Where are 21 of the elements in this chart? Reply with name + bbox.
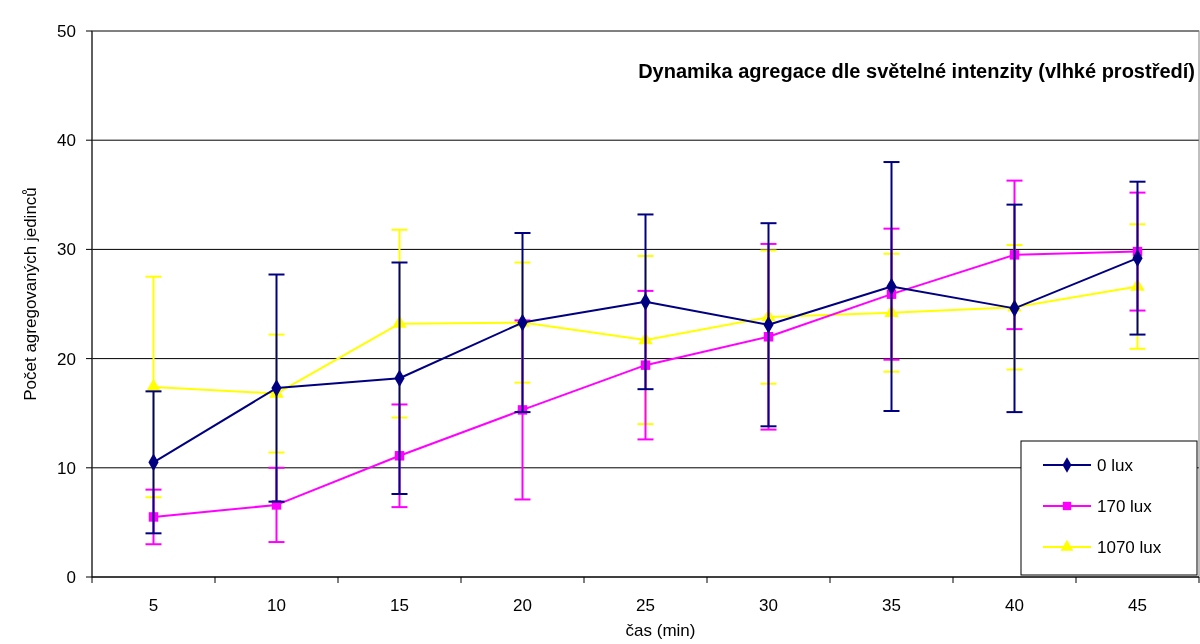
x-tick-label: 30 bbox=[759, 596, 778, 615]
x-axis-title: čas (min) bbox=[625, 621, 696, 640]
x-tick-label: 40 bbox=[1005, 596, 1024, 615]
y-tick-label: 50 bbox=[57, 22, 76, 41]
y-tick-label: 10 bbox=[57, 458, 76, 478]
legend-label: 170 lux bbox=[1097, 497, 1153, 516]
y-axis-title: Počet agregovaných jedinců bbox=[21, 187, 40, 401]
x-tick-label: 20 bbox=[513, 596, 532, 615]
x-tick-label: 5 bbox=[148, 596, 159, 615]
x-tick-label: 10 bbox=[267, 596, 286, 615]
x-tick-label: 35 bbox=[882, 596, 901, 615]
y-tick-label: 0 bbox=[66, 568, 76, 587]
y-tick-label: 40 bbox=[57, 131, 76, 151]
text: Dynamika agregace dle světelné intenzity (vlhké prostředí) bbox=[638, 60, 1195, 82]
y-tick-label: 30 bbox=[57, 240, 76, 260]
x-tick-label: 15 bbox=[390, 596, 409, 615]
legend-label: 1070 lux bbox=[1097, 538, 1162, 557]
x-tick-label: 45 bbox=[1128, 596, 1147, 615]
legend-label: 0 lux bbox=[1097, 456, 1134, 475]
x-tick-label: 25 bbox=[636, 596, 655, 615]
y-tick-label: 20 bbox=[57, 349, 76, 369]
